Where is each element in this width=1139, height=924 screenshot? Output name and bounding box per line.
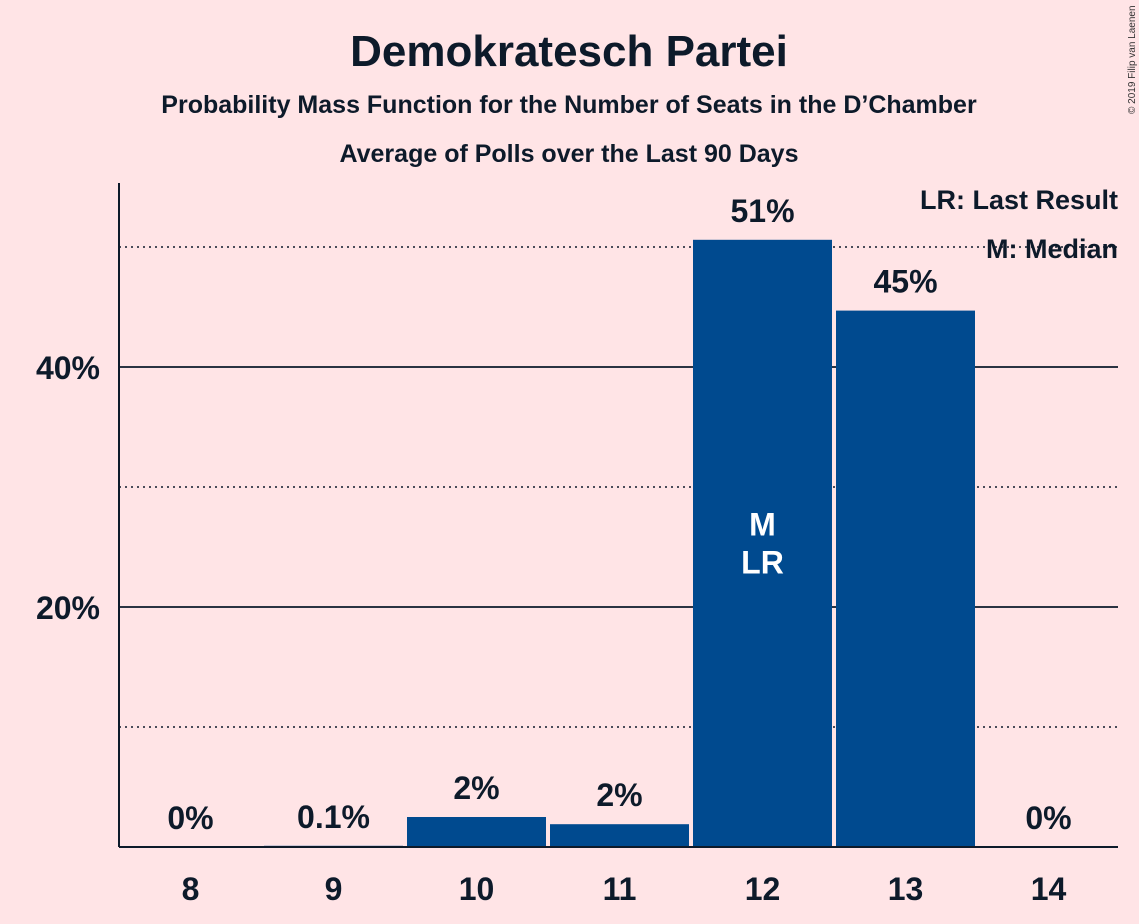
bar [407,817,546,847]
x-tick-label: 8 [182,871,200,907]
bar-labels: 0% 0.1% 2% 2% 51% 45% 0% MLR [167,193,1071,836]
bar [693,239,832,848]
chart-subtitle-2: Average of Polls over the Last 90 Days [340,140,799,168]
x-tick-label: 12 [745,871,781,907]
bar-value-label: 0% [1025,800,1071,836]
bar-value-label: 2% [596,777,642,813]
bar [550,824,689,847]
legend-median: M: Median [986,234,1118,264]
y-tick-label: 20% [36,590,100,626]
x-tick-label: 13 [888,871,924,907]
bars [264,239,975,848]
bar-value-label: 2% [453,770,499,806]
y-tick-label: 40% [36,350,100,386]
chart-title: Demokratesch Partei [350,27,788,76]
x-tick-label: 14 [1031,871,1067,907]
bar-value-label: 0% [167,800,213,836]
axes: 20% 40% 8 9 10 11 12 13 14 [36,183,1118,907]
bar-value-label: 45% [873,264,937,300]
bar-marker-label: LR [741,544,784,580]
bar-marker-label: M [749,506,776,542]
chart-subtitle: Probability Mass Function for the Number… [161,91,977,119]
bar [836,310,975,848]
bar-value-label: 51% [730,193,794,229]
x-tick-label: 9 [325,871,343,907]
x-tick-label: 10 [459,871,495,907]
x-tick-label: 11 [603,871,637,907]
bar-value-label: 0.1% [297,799,370,835]
legend-last-result: LR: Last Result [920,185,1118,215]
copyright-notice: © 2019 Filip van Laenen [1127,5,1138,114]
